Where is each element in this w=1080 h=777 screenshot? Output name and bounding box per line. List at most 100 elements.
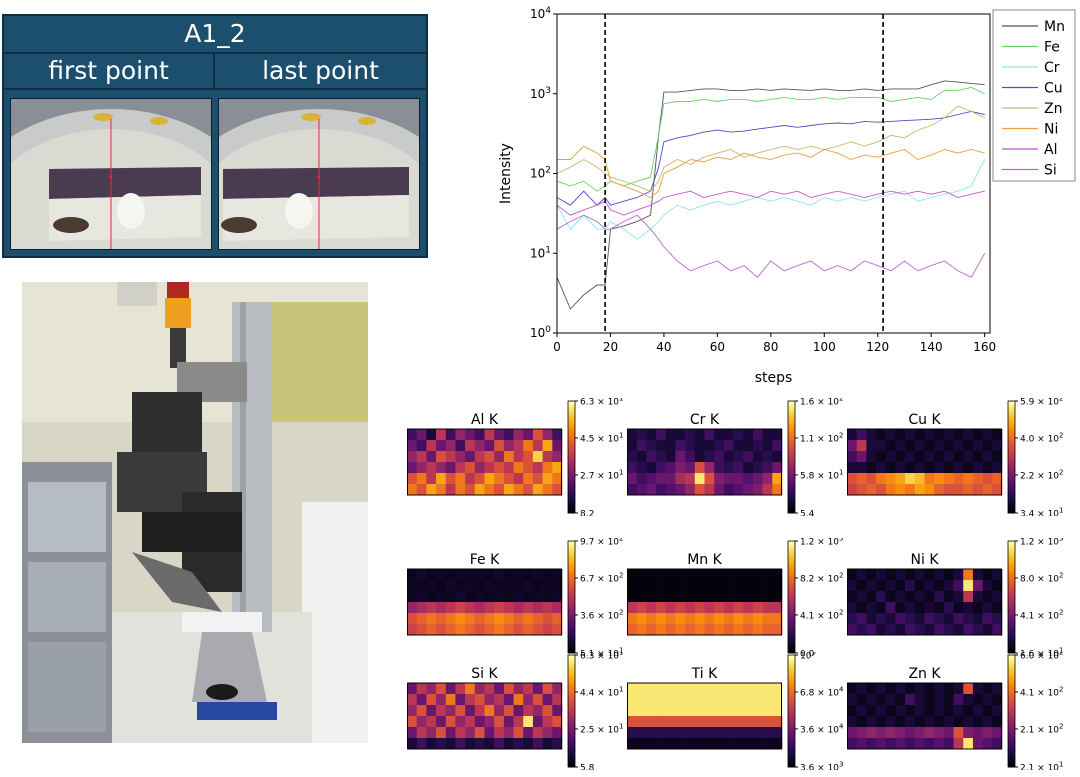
colorbar-segment bbox=[1008, 493, 1015, 497]
colorbar-segment bbox=[568, 641, 575, 646]
colorbar-segment bbox=[788, 733, 795, 737]
colorbar-segment bbox=[1008, 655, 1015, 659]
colorbar-segment bbox=[568, 443, 575, 447]
colorbar-segment bbox=[1008, 708, 1015, 712]
colorbar-segment bbox=[1008, 454, 1015, 458]
heatmap-cell bbox=[474, 484, 485, 496]
heatmap-cell bbox=[552, 429, 563, 441]
colorbar-segment bbox=[788, 722, 795, 726]
heatmap-cell bbox=[982, 613, 993, 625]
heatmap-cell bbox=[934, 683, 945, 695]
heatmap-ni: Ni K 1.2 × 103 8.0 × 102 4.1 × 102 1.6 × 101 bbox=[847, 538, 1064, 656]
heatmap-cell bbox=[885, 473, 896, 485]
heatmap-cell bbox=[646, 569, 657, 581]
heatmap-cell bbox=[943, 591, 954, 603]
heatmap-cell bbox=[876, 451, 887, 463]
colorbar-segment bbox=[568, 650, 575, 654]
heatmap-cell bbox=[992, 484, 1003, 496]
heatmap-cell bbox=[963, 462, 974, 474]
heatmap-cell bbox=[416, 683, 427, 695]
heatmap-cell bbox=[924, 727, 935, 739]
legend-label: Zn bbox=[1044, 101, 1062, 117]
heatmap-cell bbox=[723, 484, 734, 496]
colorbar-segment bbox=[568, 722, 575, 726]
colorbar-segment bbox=[788, 611, 795, 615]
heatmap-cell bbox=[465, 624, 476, 636]
heatmap-cell bbox=[436, 694, 447, 706]
colorbar-segment bbox=[568, 764, 575, 768]
x-tick-label: 60 bbox=[710, 340, 725, 354]
colorbar-segment bbox=[568, 697, 575, 701]
heatmap-cell bbox=[723, 429, 734, 441]
colorbar-segment bbox=[788, 465, 795, 469]
heatmap-cell bbox=[694, 591, 705, 603]
heatmap-cell bbox=[982, 602, 993, 614]
heatmap-cell bbox=[445, 716, 456, 728]
heatmap-cell bbox=[407, 580, 417, 592]
heatmap-cell bbox=[503, 569, 514, 581]
heatmap-cell bbox=[627, 451, 637, 463]
heatmap-cell bbox=[905, 613, 916, 625]
heatmap-cell bbox=[542, 683, 553, 695]
heatmap-cell bbox=[532, 624, 543, 636]
heatmap-cell bbox=[876, 591, 887, 603]
colorbar-segment bbox=[1008, 680, 1015, 684]
heatmap-cell bbox=[627, 694, 637, 706]
colorbar-segment bbox=[1008, 753, 1015, 757]
heatmap-frame bbox=[407, 682, 562, 750]
colorbar-segment bbox=[788, 657, 795, 662]
heatmap-cell bbox=[714, 569, 725, 581]
heatmap-cell bbox=[905, 429, 916, 441]
colorbar-segment bbox=[1008, 633, 1015, 637]
colorbar-segment bbox=[788, 736, 795, 740]
colorbar-segment bbox=[568, 647, 575, 651]
heatmap-frame bbox=[627, 682, 782, 750]
colorbar-segment bbox=[788, 725, 795, 729]
colorbar-segment bbox=[1008, 677, 1015, 681]
heatmap-cell bbox=[685, 683, 696, 695]
heatmap-cell bbox=[982, 462, 993, 474]
heatmap-cell bbox=[656, 580, 667, 592]
heatmap-cell bbox=[914, 591, 925, 603]
heatmap-cell bbox=[455, 705, 466, 717]
heatmap-cell bbox=[982, 727, 993, 739]
colorbar-segment bbox=[568, 406, 575, 410]
legend-label: Al bbox=[1044, 142, 1057, 158]
heatmap-cell bbox=[542, 484, 553, 496]
heatmap-cell bbox=[914, 694, 925, 706]
heatmap-cell bbox=[665, 580, 676, 592]
colorbar-segment bbox=[1008, 699, 1015, 704]
colorbar-segment bbox=[568, 401, 575, 405]
heatmap-cell bbox=[474, 602, 485, 614]
colorbar-segment bbox=[788, 764, 795, 768]
colorbar-segment bbox=[1008, 563, 1015, 567]
heatmap-cell bbox=[762, 716, 773, 728]
heatmap-cell bbox=[876, 429, 887, 441]
heatmap-cell bbox=[972, 462, 983, 474]
colorbar-segment bbox=[568, 644, 575, 648]
colorbar-label: 6.0 × 102 bbox=[1020, 652, 1064, 662]
colorbar-segment bbox=[1008, 694, 1015, 698]
colorbar-segment bbox=[788, 694, 795, 698]
colorbar-segment bbox=[568, 482, 575, 486]
heatmap-cell bbox=[885, 602, 896, 614]
heatmap-cell bbox=[752, 591, 763, 603]
heatmap-cell bbox=[714, 429, 725, 441]
colorbar-segment bbox=[568, 577, 575, 581]
heatmap-cell bbox=[963, 694, 974, 706]
heatmap-cell bbox=[982, 484, 993, 496]
heatmap-cell bbox=[636, 705, 647, 717]
heatmap-cell bbox=[694, 705, 705, 717]
heatmap-cell bbox=[924, 624, 935, 636]
heatmap-cell bbox=[963, 683, 974, 695]
heatmap-cell bbox=[905, 602, 916, 614]
heatmap-cell bbox=[866, 473, 877, 485]
heatmap-cell bbox=[694, 462, 705, 474]
heatmap-cell bbox=[943, 602, 954, 614]
heatmap-cell bbox=[905, 580, 916, 592]
colorbar-segment bbox=[1008, 758, 1015, 762]
heatmap-cell bbox=[646, 429, 657, 441]
heatmap-cell bbox=[465, 473, 476, 485]
colorbar-segment bbox=[1008, 507, 1015, 511]
colorbar-segment bbox=[568, 499, 575, 503]
